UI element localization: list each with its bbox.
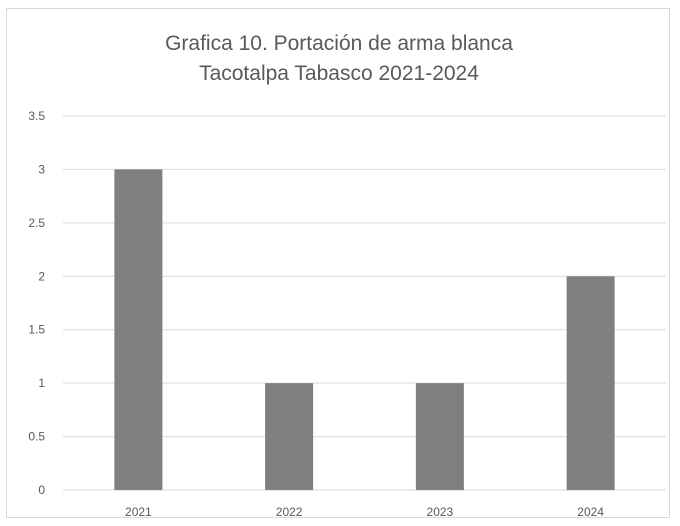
y-tick-label: 3.5	[28, 109, 45, 123]
chart-title-line-1: Grafica 10. Portación de arma blanca	[165, 32, 513, 55]
y-tick-label: 2.5	[28, 216, 45, 230]
bar-2024	[566, 276, 615, 490]
x-axis-ticks: 2021 2022 2023 2024	[125, 505, 604, 519]
chart-frame: Grafica 10. Portación de arma blanca Tac…	[6, 8, 671, 519]
bars	[114, 169, 615, 490]
y-tick-label: 1	[38, 376, 45, 390]
grid-lines	[63, 115, 666, 491]
chart-title-line-2: Tacotalpa Tabasco 2021-2024	[199, 62, 479, 85]
y-tick-label: 0	[38, 483, 45, 497]
y-axis-ticks: 0 0.5 1 1.5 2 2.5 3 3.5	[28, 109, 45, 497]
bar-2023	[415, 383, 464, 490]
y-tick-label: 2	[38, 269, 45, 283]
y-tick-label: 0.5	[28, 430, 45, 444]
bar-2021	[114, 169, 163, 490]
bar-chart-plot: 0 0.5 1 1.5 2 2.5 3 3.5 2021 2022 2023 2024	[28, 109, 666, 519]
x-tick-label: 2023	[427, 505, 454, 519]
y-tick-label: 3	[38, 162, 45, 176]
x-tick-label: 2022	[276, 505, 303, 519]
x-tick-label: 2024	[577, 505, 604, 519]
x-tick-label: 2021	[125, 505, 152, 519]
y-tick-label: 1.5	[28, 323, 45, 337]
bar-2022	[265, 383, 314, 490]
chart-title: Grafica 10. Portación de arma blanca Tac…	[7, 29, 671, 89]
